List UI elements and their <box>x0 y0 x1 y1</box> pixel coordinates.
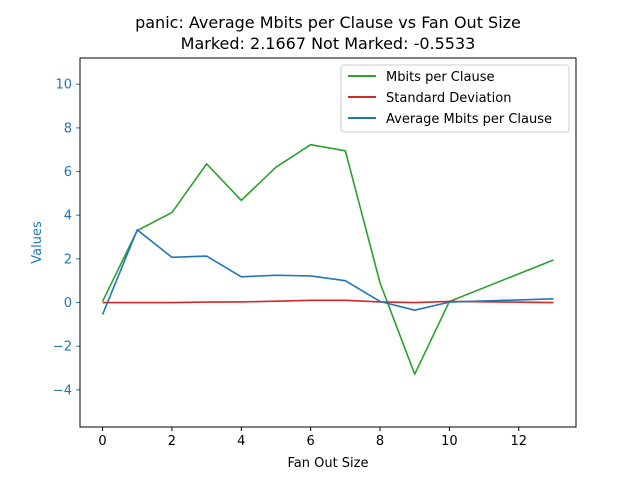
y-tick-label: 8 <box>64 121 72 136</box>
y-tick-label: 4 <box>64 209 72 224</box>
legend-label-mbits: Mbits per Clause <box>386 70 494 85</box>
legend: Mbits per Clause Standard Deviation Aver… <box>340 64 570 133</box>
plot-frame <box>79 57 577 428</box>
y-axis-label: Values <box>30 221 45 264</box>
series-line-mbits <box>101 143 554 375</box>
legend-label-stddev: Standard Deviation <box>386 91 511 106</box>
x-tick-label: 6 <box>307 434 315 449</box>
series-line-stddev <box>102 299 554 304</box>
x-axis-label: Fan Out Size <box>287 456 368 471</box>
x-tick-label: 4 <box>237 434 245 449</box>
x-tick-label: 12 <box>510 434 527 449</box>
plot-area: 0 2 4 6 8 10 12 −4 −2 0 2 4 6 8 10 <box>53 78 554 449</box>
x-tick-label: 8 <box>376 434 384 449</box>
y-tick-label: 10 <box>55 78 72 93</box>
x-tick-label: 0 <box>98 434 106 449</box>
chart-subtitle: Marked: 2.1667 Not Marked: -0.5533 <box>181 34 476 53</box>
legend-box <box>340 64 570 133</box>
y-tick-label: 2 <box>64 252 72 267</box>
x-tick-label: 10 <box>441 434 458 449</box>
y-tick-label: −2 <box>53 340 72 355</box>
x-tick-label: 2 <box>168 434 176 449</box>
y-tick-label: −4 <box>53 383 72 398</box>
legend-label-average: Average Mbits per Clause <box>386 112 552 127</box>
series-line-average <box>101 229 554 315</box>
y-tick-label: 0 <box>64 296 72 311</box>
y-tick-label: 6 <box>64 165 72 180</box>
chart-title: panic: Average Mbits per Clause vs Fan O… <box>135 13 521 32</box>
